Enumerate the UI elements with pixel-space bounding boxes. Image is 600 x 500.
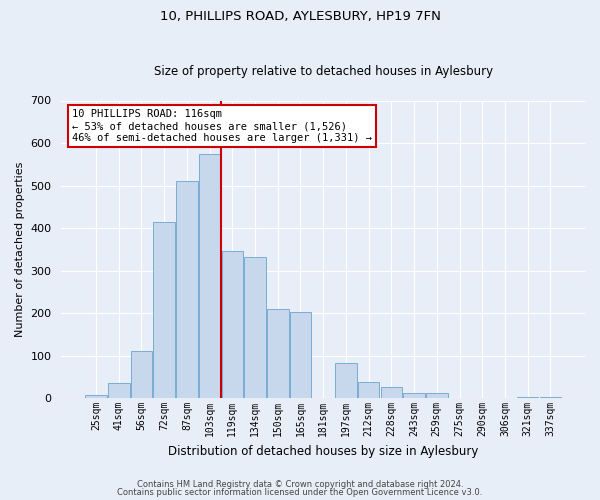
Text: 10, PHILLIPS ROAD, AYLESBURY, HP19 7FN: 10, PHILLIPS ROAD, AYLESBURY, HP19 7FN <box>160 10 440 23</box>
Bar <box>267 309 289 398</box>
Y-axis label: Number of detached properties: Number of detached properties <box>15 162 25 337</box>
Bar <box>131 350 152 398</box>
Bar <box>221 252 243 398</box>
Text: Contains public sector information licensed under the Open Government Licence v3: Contains public sector information licen… <box>118 488 482 497</box>
Bar <box>517 397 538 398</box>
Bar <box>403 393 425 398</box>
X-axis label: Distribution of detached houses by size in Aylesbury: Distribution of detached houses by size … <box>168 444 478 458</box>
Bar <box>358 382 379 398</box>
Bar <box>176 182 197 398</box>
Text: Contains HM Land Registry data © Crown copyright and database right 2024.: Contains HM Land Registry data © Crown c… <box>137 480 463 489</box>
Bar <box>85 394 107 398</box>
Bar <box>199 154 220 398</box>
Bar <box>335 364 357 398</box>
Bar <box>154 222 175 398</box>
Bar <box>290 312 311 398</box>
Bar <box>539 397 561 398</box>
Bar <box>108 384 130 398</box>
Text: 10 PHILLIPS ROAD: 116sqm
← 53% of detached houses are smaller (1,526)
46% of sem: 10 PHILLIPS ROAD: 116sqm ← 53% of detach… <box>72 110 372 142</box>
Title: Size of property relative to detached houses in Aylesbury: Size of property relative to detached ho… <box>154 66 493 78</box>
Bar <box>244 257 266 398</box>
Bar <box>380 387 402 398</box>
Bar <box>426 392 448 398</box>
